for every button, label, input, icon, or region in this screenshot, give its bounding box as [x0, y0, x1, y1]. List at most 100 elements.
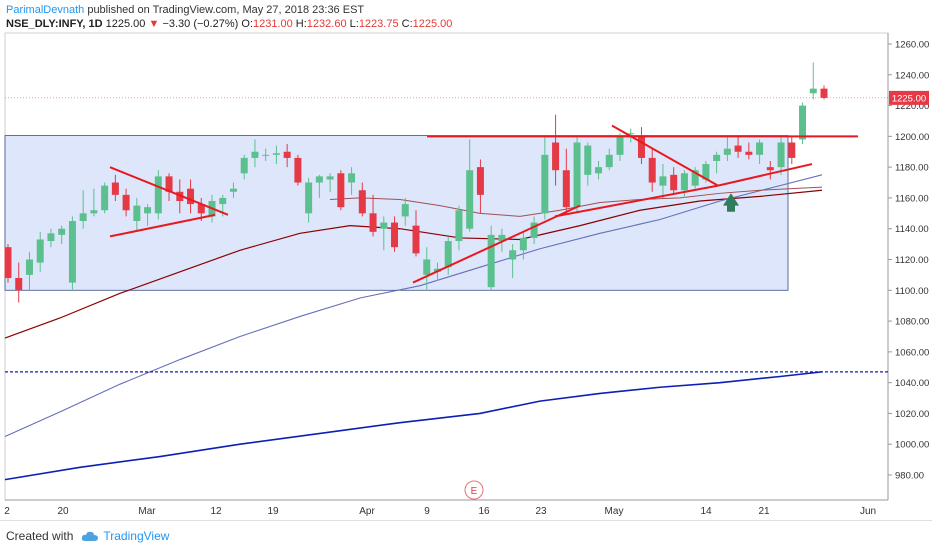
candle-up: [519, 237, 527, 251]
x-tick-label: Jun: [860, 506, 876, 517]
y-tick-label: 1160.00: [895, 193, 929, 204]
candle-up: [723, 148, 731, 155]
last-price: 1225.00: [105, 18, 146, 30]
candle-up: [240, 157, 248, 174]
y-tick-label: 1260.00: [895, 40, 929, 51]
candle-down: [187, 188, 195, 205]
footer: Created with TradingView: [0, 520, 932, 550]
x-tick-label: 16: [478, 506, 490, 517]
earnings-marker-icon: [464, 480, 484, 500]
chart-header: ParimalDevnath published on TradingView.…: [6, 3, 452, 31]
candle-up: [487, 234, 495, 288]
x-tick-label: Mar: [138, 506, 156, 517]
trendline-wedge-upper: [611, 124, 719, 187]
x-tick-label: May: [605, 506, 624, 517]
candle-up: [25, 259, 33, 275]
candle-up: [595, 167, 603, 174]
candle-down: [476, 167, 484, 195]
candle-down: [788, 142, 796, 158]
trendline-support-3: [717, 163, 813, 187]
candle-up: [272, 153, 280, 155]
candle-up: [36, 239, 44, 263]
candle-up: [659, 176, 667, 186]
trendline-triangle-upper: [109, 166, 229, 216]
ma-long-dark-red-line: [4, 189, 823, 339]
last-price-badge: [889, 90, 929, 105]
tradingview-cloud-icon: [82, 531, 99, 541]
y-tick-label: 1020.00: [895, 409, 929, 420]
candle-up: [305, 182, 313, 214]
y-tick-label: 1080.00: [895, 317, 929, 328]
candle-down: [552, 142, 560, 171]
candle-up: [627, 133, 635, 135]
y-tick-label: 1100.00: [895, 286, 929, 297]
candle-up: [616, 136, 624, 155]
y-tick-label: 1060.00: [895, 347, 929, 358]
symbol-label: NSE_DLY:INFY, 1D: [6, 18, 103, 30]
candle-up: [262, 154, 270, 156]
candle-up: [79, 213, 87, 222]
candle-down: [294, 157, 302, 183]
candle-up: [509, 250, 517, 260]
candle-down: [734, 145, 742, 152]
x-tick-label: 9: [424, 506, 430, 517]
candle-up: [154, 176, 162, 214]
candle-down: [648, 157, 656, 183]
x-tick-label: 20: [57, 506, 69, 517]
candle-down: [165, 176, 173, 192]
low-value: 1223.75: [358, 18, 399, 30]
candle-up: [573, 142, 581, 208]
close-label: C:: [401, 18, 413, 30]
candle-up: [326, 176, 334, 180]
candle-down: [412, 225, 420, 254]
y-tick-label: 980.00: [895, 471, 924, 482]
candle-up: [605, 154, 613, 168]
candle-up: [466, 170, 474, 229]
open-label: O:: [241, 18, 253, 30]
candle-up: [58, 228, 66, 235]
tradingview-logo[interactable]: TradingView: [81, 529, 169, 543]
x-tick-label: 14: [700, 506, 712, 517]
candle-up: [380, 222, 388, 229]
candle-up: [219, 197, 227, 205]
up-arrow-icon: [723, 193, 739, 212]
ma-short-line: [329, 186, 823, 217]
candle-up: [144, 207, 152, 214]
high-value: 1232.60: [306, 18, 347, 30]
candle-up: [423, 259, 431, 275]
candle-up: [229, 188, 237, 192]
candle-up: [47, 233, 55, 242]
y-tick-label: 1180.00: [895, 163, 929, 174]
trendline-support-1: [412, 204, 581, 284]
candle-up: [315, 176, 323, 183]
price-chart[interactable]: 2 20 Mar 12 19 Apr 9 16 23 May 14 21 Jun 980.00 1000.0…: [0, 0, 932, 520]
last-price-badge-label: 1225.00: [892, 93, 926, 104]
ma-long-navy-line: [4, 371, 823, 481]
author-link[interactable]: ParimalDevnath: [6, 4, 85, 16]
x-tick-label: 12: [210, 506, 222, 517]
x-tick-label: Apr: [359, 506, 375, 517]
candle-down: [670, 174, 678, 191]
candle-down: [369, 213, 377, 232]
candle-down: [15, 277, 23, 291]
candle-up: [90, 210, 98, 214]
candle-down: [637, 136, 645, 158]
candle-down: [820, 88, 828, 98]
candle-up: [455, 210, 463, 242]
ma-200-blue-line: [4, 174, 823, 438]
candle-up: [133, 205, 141, 222]
change-arrow-icon: ▼: [148, 18, 160, 30]
candle-up: [101, 185, 109, 211]
y-tick-label: 1240.00: [895, 70, 929, 81]
candle-up: [691, 170, 699, 186]
candle-up: [584, 145, 592, 175]
candle-up: [68, 221, 76, 283]
candle-down: [337, 173, 345, 208]
candle-down: [4, 247, 12, 278]
ohlc-legend: NSE_DLY:INFY, 1D 1225.00 ▼ −3.30 (−0.27%…: [6, 17, 452, 31]
candle-down: [283, 151, 291, 158]
candle-up: [756, 142, 764, 155]
close-value: 1225.00: [412, 18, 453, 30]
y-tick-label: 1140.00: [895, 224, 929, 235]
candle-up: [251, 151, 259, 158]
